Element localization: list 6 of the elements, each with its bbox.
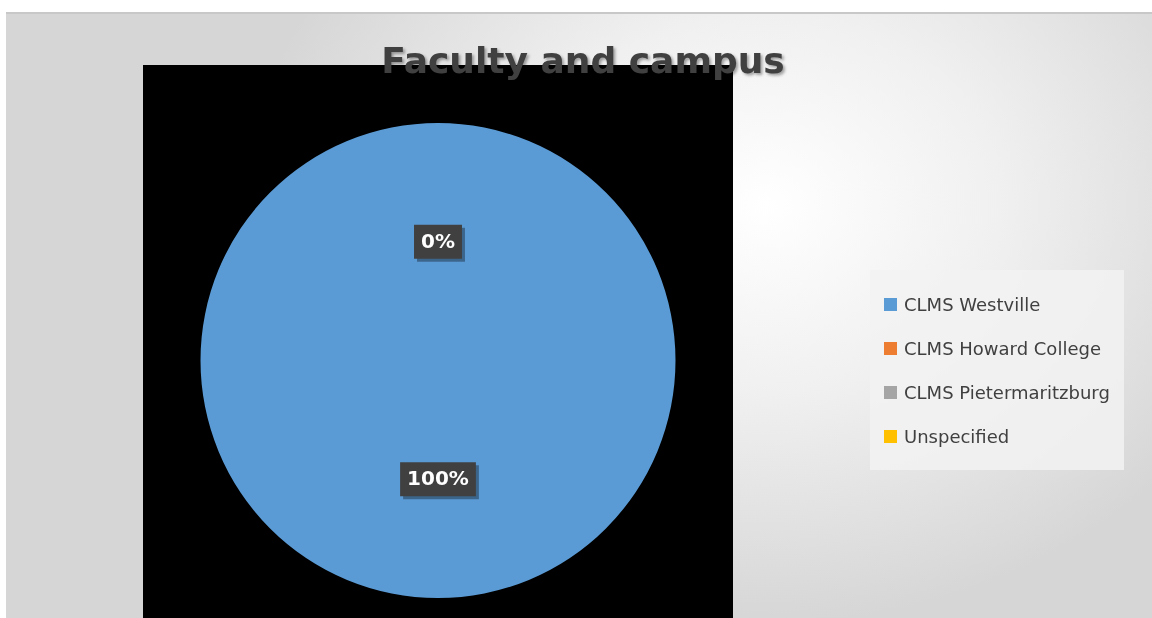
legend-label: CLMS Howard College <box>904 337 1101 359</box>
legend-label: Unspecified <box>904 425 1010 447</box>
legend-label: CLMS Westville <box>904 293 1041 315</box>
data-label: 100% <box>407 466 469 491</box>
legend-label: CLMS Pietermaritzburg <box>904 381 1110 403</box>
text: 0% <box>421 228 455 253</box>
